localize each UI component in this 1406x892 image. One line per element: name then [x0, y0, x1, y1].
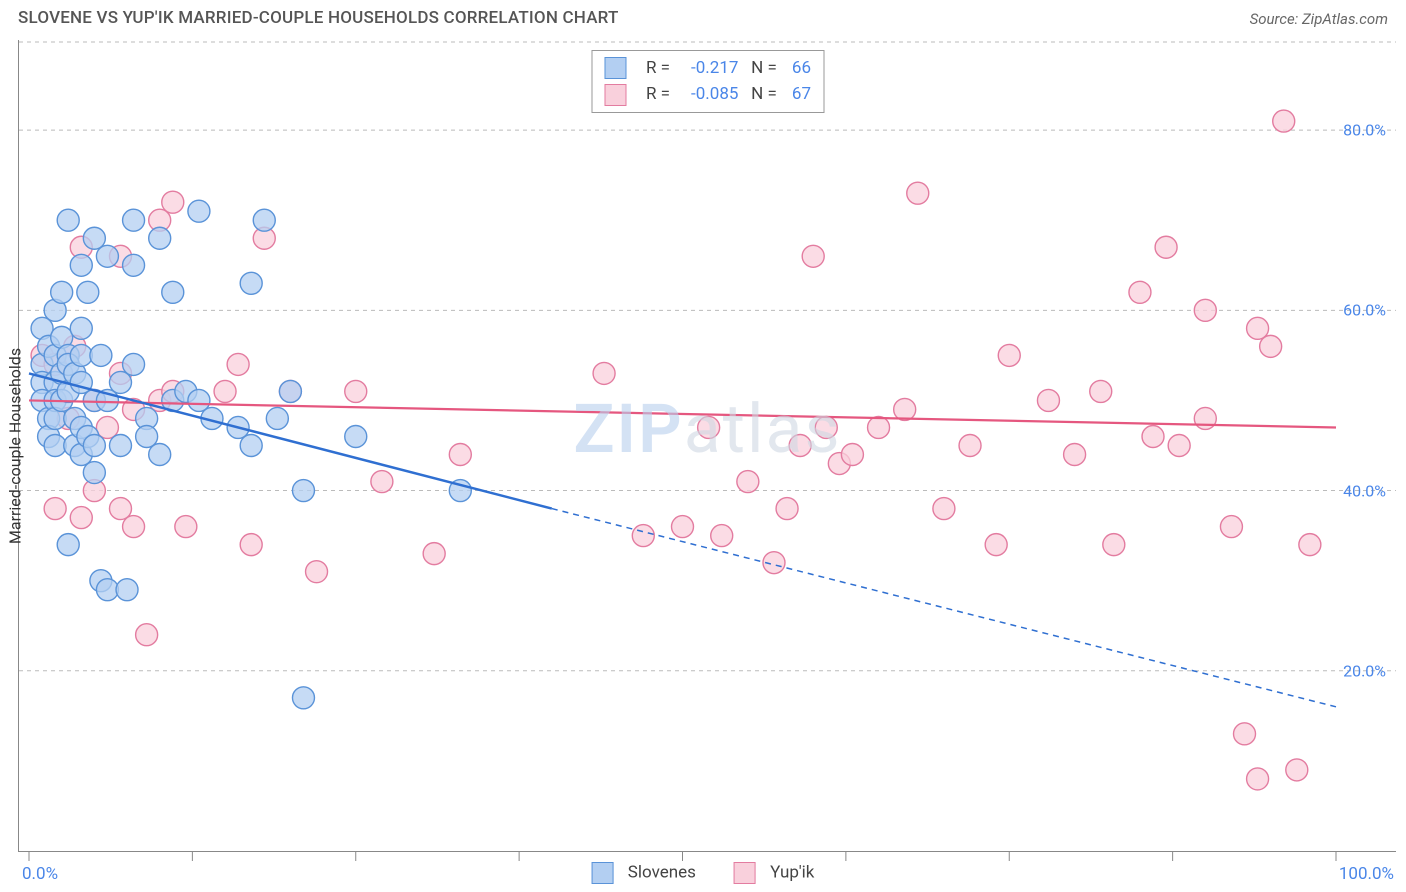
- legend-label-yupik: Yup'ik: [770, 862, 814, 882]
- y-tick-label: 80.0%: [1343, 121, 1386, 140]
- legend-swatch-yupik: [734, 862, 756, 884]
- chart-source: Source: ZipAtlas.com: [1250, 10, 1388, 28]
- y-tick-label: 20.0%: [1343, 661, 1386, 680]
- legend-item-yupik: Yup'ik: [734, 862, 815, 884]
- chart-title: SLOVENE VS YUP'IK MARRIED-COUPLE HOUSEHO…: [18, 8, 619, 28]
- legend-swatch-slovenes: [592, 862, 614, 884]
- stats-row: R = -0.085 N = 67: [604, 81, 811, 107]
- y-tick-label: 60.0%: [1343, 301, 1386, 320]
- bottom-legend: Slovenes Yup'ik: [592, 862, 815, 884]
- stats-row: R = -0.217 N = 66: [604, 55, 811, 81]
- legend-item-slovenes: Slovenes: [592, 862, 696, 884]
- legend-label-slovenes: Slovenes: [628, 862, 696, 882]
- x-axis-min-label: 0.0%: [22, 864, 58, 884]
- stats-legend-box: R = -0.217 N = 66R = -0.085 N = 67: [591, 50, 824, 113]
- stats-swatch: [604, 57, 626, 79]
- scatter-plot-svg: [19, 40, 1396, 851]
- y-tick-label: 40.0%: [1343, 481, 1386, 500]
- plot-area: Married-couple Households ZIPatlas R = -…: [18, 40, 1396, 852]
- stats-swatch: [604, 84, 626, 106]
- x-axis-max-label: 100.0%: [1339, 864, 1394, 884]
